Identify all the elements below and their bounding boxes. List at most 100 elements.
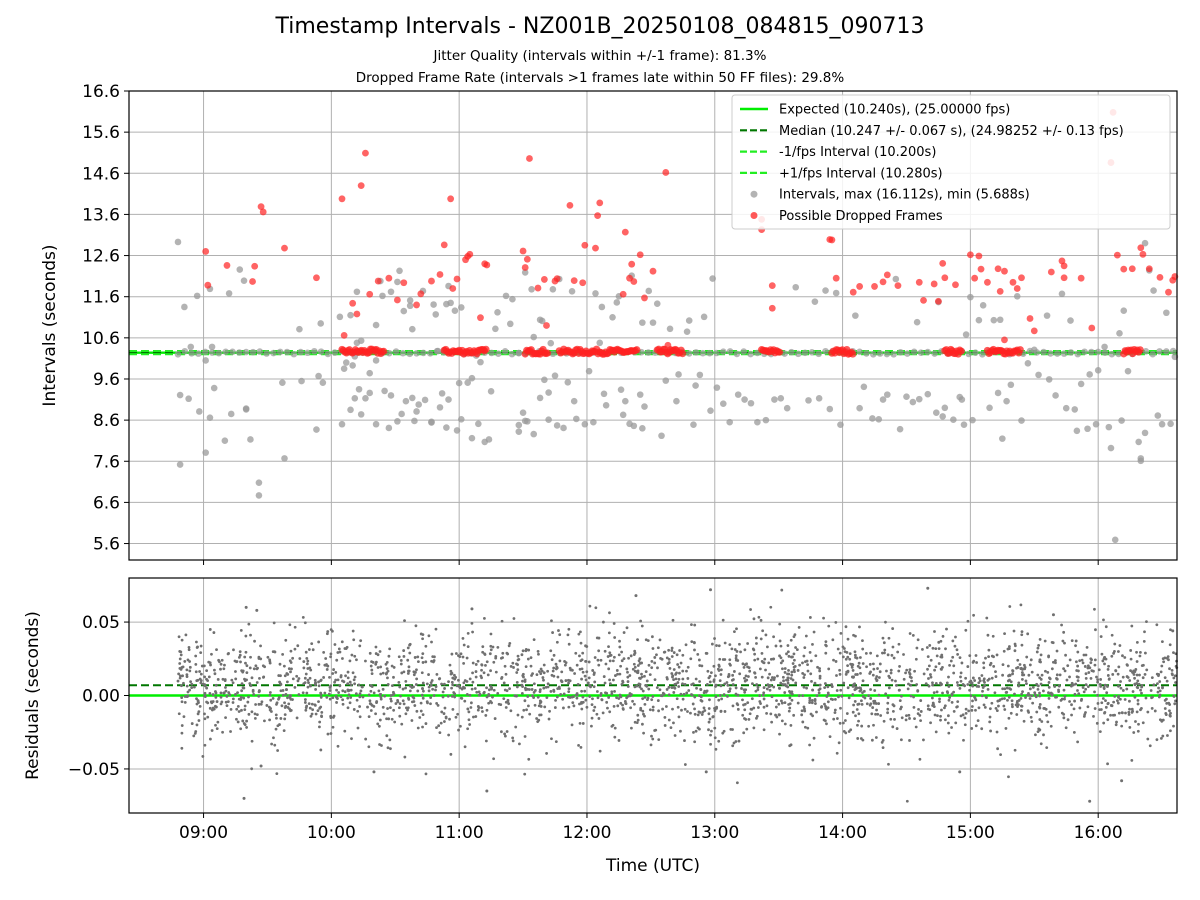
residual-point bbox=[1117, 684, 1120, 688]
residual-point bbox=[975, 684, 979, 688]
interval-point bbox=[338, 420, 346, 428]
dropped-frame-point bbox=[592, 244, 599, 252]
residual-point bbox=[398, 714, 402, 718]
residual-point bbox=[443, 682, 446, 686]
residual-point bbox=[905, 799, 909, 803]
residual-point bbox=[857, 719, 860, 723]
residual-point bbox=[378, 650, 382, 653]
residual-point bbox=[910, 679, 913, 683]
residual-point bbox=[1082, 690, 1086, 694]
residual-point bbox=[1096, 678, 1100, 682]
residual-point bbox=[1111, 673, 1115, 676]
bottom-y-tick-label: −0.05 bbox=[68, 760, 120, 780]
residual-point bbox=[1064, 726, 1068, 730]
residual-point bbox=[435, 726, 438, 730]
residual-point bbox=[440, 682, 443, 686]
residual-point bbox=[885, 669, 888, 673]
residual-point bbox=[184, 633, 188, 637]
residual-point bbox=[851, 693, 855, 696]
residual-point bbox=[457, 728, 460, 732]
interval-point bbox=[281, 455, 288, 462]
residual-point bbox=[451, 707, 455, 711]
residual-point bbox=[886, 701, 890, 705]
residual-point bbox=[1008, 605, 1012, 608]
residual-point bbox=[1078, 659, 1082, 663]
residual-point bbox=[205, 686, 209, 690]
residual-point bbox=[416, 660, 420, 663]
residual-point bbox=[1035, 650, 1039, 654]
residual-point bbox=[945, 681, 949, 685]
residual-point bbox=[877, 702, 881, 705]
residual-point bbox=[481, 710, 484, 713]
dropped-frame-point bbox=[994, 265, 1002, 273]
residual-point bbox=[636, 713, 640, 717]
residual-point bbox=[421, 681, 425, 685]
residual-point bbox=[932, 691, 936, 695]
residual-point bbox=[607, 631, 611, 635]
dropped-frame-point bbox=[477, 314, 484, 322]
residual-point bbox=[1125, 687, 1129, 691]
residual-point bbox=[1036, 687, 1040, 691]
residual-point bbox=[603, 649, 607, 653]
residual-point bbox=[206, 701, 210, 705]
residual-point bbox=[1011, 705, 1014, 709]
residual-point bbox=[413, 704, 417, 707]
residual-point bbox=[320, 710, 324, 714]
residual-point bbox=[877, 693, 881, 697]
residual-point bbox=[916, 638, 920, 642]
residual-point bbox=[640, 661, 644, 665]
residual-point bbox=[779, 656, 783, 660]
residual-point bbox=[810, 679, 813, 683]
residual-point bbox=[401, 687, 405, 691]
residual-point bbox=[1100, 652, 1104, 656]
interval-point bbox=[221, 437, 229, 444]
residual-point bbox=[732, 678, 735, 681]
residual-point bbox=[970, 727, 974, 730]
residual-point bbox=[503, 734, 507, 738]
residual-point bbox=[219, 695, 223, 699]
residual-point bbox=[752, 706, 756, 710]
residual-point bbox=[265, 704, 269, 707]
interval-point bbox=[428, 418, 435, 426]
residual-point bbox=[329, 652, 333, 656]
residual-point bbox=[618, 639, 621, 643]
residual-point bbox=[1096, 693, 1099, 697]
residual-point bbox=[368, 651, 372, 655]
residual-point bbox=[806, 726, 810, 730]
residual-point bbox=[512, 617, 516, 620]
interval-point bbox=[279, 379, 286, 386]
residual-point bbox=[600, 698, 604, 702]
residual-point bbox=[1046, 720, 1050, 724]
residual-point bbox=[1061, 639, 1065, 643]
residual-point bbox=[369, 689, 373, 693]
residual-point bbox=[1138, 654, 1142, 658]
residual-point bbox=[266, 655, 270, 659]
interval-point bbox=[176, 391, 184, 399]
residual-point bbox=[915, 646, 919, 650]
residual-point bbox=[599, 658, 603, 662]
interval-point bbox=[406, 297, 414, 304]
residual-point bbox=[1040, 673, 1044, 677]
residual-point bbox=[935, 654, 939, 658]
interval-point bbox=[967, 293, 974, 301]
residual-point bbox=[693, 695, 697, 699]
residual-point bbox=[368, 702, 372, 705]
interval-point bbox=[666, 325, 674, 333]
residual-point bbox=[523, 699, 527, 703]
residual-point bbox=[389, 747, 392, 751]
residual-point bbox=[898, 665, 901, 668]
residual-point bbox=[258, 676, 261, 680]
residual-point bbox=[581, 651, 585, 655]
residual-point bbox=[466, 632, 470, 635]
residual-point bbox=[307, 702, 311, 706]
dropped-frame-point bbox=[366, 290, 374, 298]
residual-point bbox=[284, 638, 288, 642]
residual-point bbox=[810, 701, 814, 705]
dropped-frame-point bbox=[1120, 265, 1128, 273]
interval-point bbox=[969, 416, 976, 424]
residual-point bbox=[928, 708, 932, 712]
residual-point bbox=[523, 735, 527, 738]
residual-point bbox=[731, 728, 734, 731]
residual-point bbox=[197, 710, 201, 713]
residual-point bbox=[207, 660, 211, 664]
